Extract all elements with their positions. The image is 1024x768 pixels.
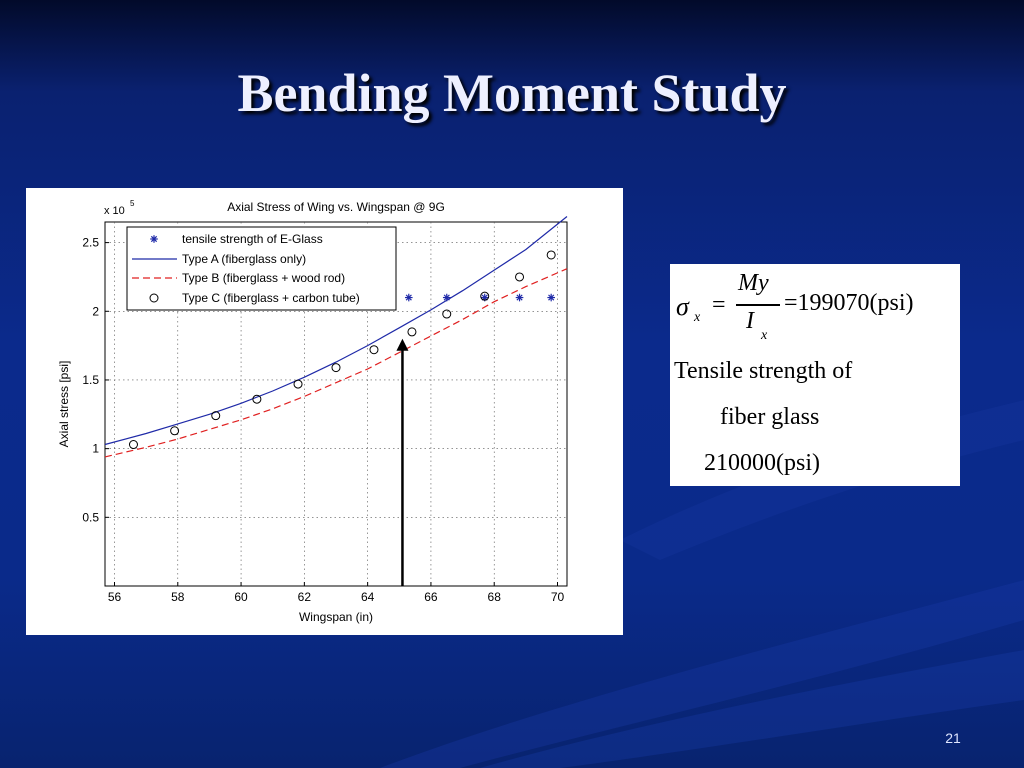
y-multiplier-exponent: 5 <box>130 199 135 208</box>
type-c-point <box>480 291 490 301</box>
chart-legend: tensile strength of E-Glass Type A (fibe… <box>126 226 397 311</box>
x-tick-label: 58 <box>171 590 185 604</box>
fraction-numerator: My <box>738 270 769 296</box>
x-tick-label: 70 <box>551 590 565 604</box>
chart-title: Axial Stress of Wing vs. Wingspan @ 9G <box>227 200 445 214</box>
x-tick-label: 68 <box>488 590 502 604</box>
legend-box <box>126 226 397 311</box>
annotation-layer <box>396 338 409 586</box>
legend-label-tensile: tensile strength of E-Glass <box>182 232 323 246</box>
type-c-point <box>252 394 262 404</box>
tensile-strength-point <box>547 293 555 302</box>
legend-label-type-b: Type B (fiberglass + wood rod) <box>182 271 345 285</box>
equals-sign: = <box>712 292 726 318</box>
equation-box: σ x = My I x =199070(psi) Tensile streng… <box>670 264 960 486</box>
type-c-point <box>442 309 452 319</box>
series-type-b-line <box>104 268 568 458</box>
type-c-point <box>515 272 525 282</box>
tensile-strength-value: 210000(psi) <box>704 450 820 476</box>
tensile-strength-point <box>404 293 413 302</box>
fraction-denominator: I <box>746 308 754 334</box>
y-tick-label: 2 <box>92 304 99 318</box>
legend-label-type-c: Type C (fiberglass + carbon tube) <box>182 291 360 305</box>
type-c-point <box>331 363 341 373</box>
legend-label-type-a: Type A (fiberglass only) <box>182 252 306 266</box>
legend-symbols <box>132 235 177 303</box>
axial-stress-chart: 56 58 60 62 64 66 68 70 0.5 1 1.5 2 2.5 Axial Stress… <box>57 199 568 624</box>
fraction-denominator-subscript: x <box>761 328 768 343</box>
type-c-point <box>170 426 180 436</box>
y-tick-label: 1 <box>92 442 99 456</box>
tensile-strength-line2: fiber glass <box>720 404 820 430</box>
annotation-arrow-head <box>396 338 409 351</box>
slide-title: Bending Moment Study <box>237 63 787 123</box>
equation-result: =199070(psi) <box>784 290 914 316</box>
type-c-point <box>407 327 417 337</box>
tensile-strength-point <box>442 293 451 302</box>
type-c-point <box>293 379 303 389</box>
tensile-strength-point <box>515 293 524 302</box>
legend-symbol-type-c <box>149 293 159 303</box>
tensile-strength-line1: Tensile strength of <box>674 358 853 384</box>
type-c-point <box>211 411 221 421</box>
fraction-bar <box>736 304 780 306</box>
y-multiplier-label: x 10 <box>104 205 125 217</box>
series-type-a-line <box>104 216 568 446</box>
x-tick-label: 64 <box>361 590 375 604</box>
x-tick-label: 62 <box>298 590 312 604</box>
y-tick-label: 2.5 <box>82 236 99 250</box>
type-c-point <box>546 250 556 260</box>
slide-number: 21 <box>945 730 961 746</box>
x-tick-label: 66 <box>424 590 438 604</box>
axis-ticks: 56 58 60 62 64 66 68 70 0.5 1 1.5 2 2.5 <box>82 236 564 604</box>
type-c-point <box>128 440 138 450</box>
x-tick-label: 60 <box>234 590 248 604</box>
x-axis-label: Wingspan (in) <box>299 610 373 624</box>
y-axis-label: Axial stress [psi] <box>57 361 71 448</box>
sigma-subscript: x <box>694 310 701 325</box>
chart-figure: 56 58 60 62 64 66 68 70 0.5 1 1.5 2 2.5 Axial Stress… <box>26 188 623 635</box>
legend-symbol-star <box>150 235 158 243</box>
type-c-point <box>369 345 379 355</box>
sigma-symbol: σ <box>676 292 689 321</box>
y-tick-label: 0.5 <box>82 510 99 524</box>
x-tick-label: 56 <box>108 590 122 604</box>
y-tick-label: 1.5 <box>82 373 99 387</box>
